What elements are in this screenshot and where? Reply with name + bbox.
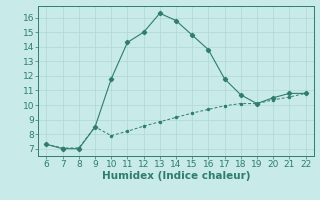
- X-axis label: Humidex (Indice chaleur): Humidex (Indice chaleur): [102, 171, 250, 181]
